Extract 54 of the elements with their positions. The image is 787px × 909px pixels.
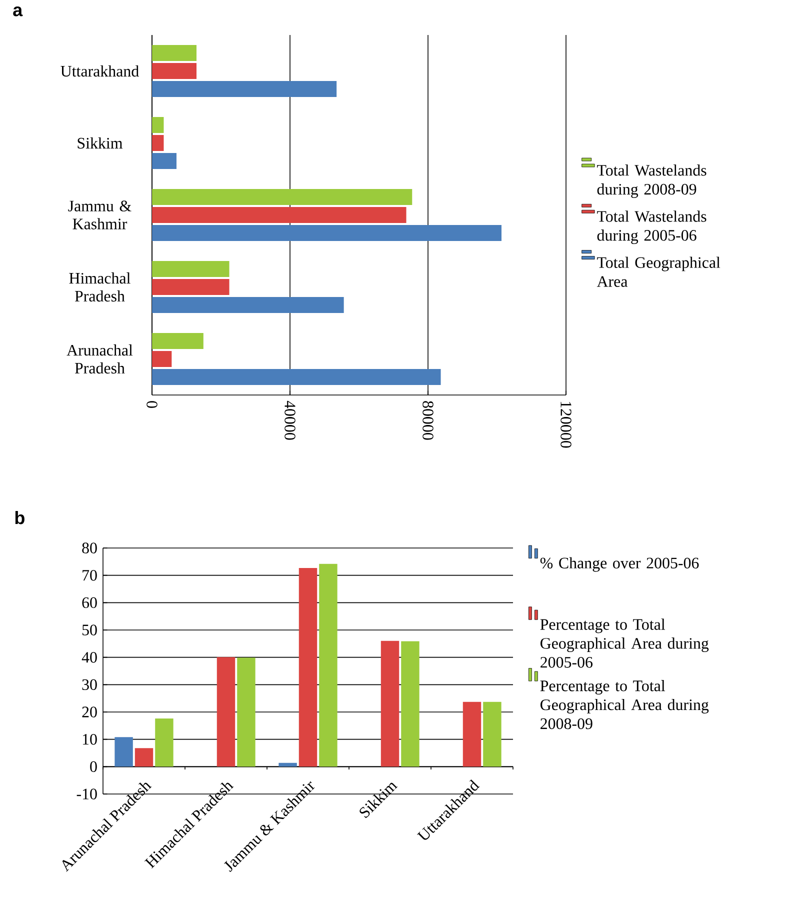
y-tick-label: Sikkim	[78, 137, 123, 149]
bar	[152, 80, 337, 97]
y-tick-label: Jammu & Kashmir	[68, 200, 132, 230]
bar	[152, 135, 164, 151]
legend-label: Percentage to Total Geographical Area during 2005-06	[540, 618, 709, 668]
bar	[152, 189, 412, 206]
y-tick-label: 70	[82, 570, 97, 581]
bar	[462, 702, 482, 767]
chart-title: a	[13, 6, 23, 16]
legend-label: Total Geographical Area	[596, 256, 720, 287]
bar	[152, 207, 406, 223]
bar	[380, 640, 400, 767]
bar	[152, 296, 344, 313]
y-tick-label: 30	[82, 679, 97, 690]
bar	[278, 762, 297, 767]
bar	[134, 748, 154, 767]
chart-title: b	[15, 511, 24, 524]
bar	[114, 737, 133, 767]
y-tick-label: 80	[82, 542, 97, 554]
y-tick-label: -10	[76, 788, 97, 800]
bar	[152, 333, 204, 350]
x-tick-label: 40000	[284, 400, 296, 440]
y-tick-label: 10	[82, 734, 97, 745]
y-tick-label: 60	[82, 597, 97, 608]
bar	[152, 368, 441, 385]
bar	[152, 351, 172, 367]
bar	[152, 63, 197, 79]
bar	[152, 152, 176, 169]
x-tick-label: 80000	[422, 401, 434, 440]
bar	[152, 261, 230, 278]
legend-label: Percentage to Total Geographical Area during 2008-09	[540, 680, 709, 730]
bar	[152, 117, 164, 134]
bar	[155, 718, 174, 767]
bar	[237, 658, 256, 767]
x-tick-label: 0	[146, 401, 158, 408]
bar	[216, 657, 236, 767]
bar	[483, 702, 502, 767]
bar	[152, 224, 502, 241]
bar	[298, 568, 318, 767]
y-tick-label: 20	[82, 706, 97, 718]
y-tick-label: Arunachal Pradesh	[66, 344, 133, 374]
legend-label: Total Wastelands during 2005-06	[597, 210, 706, 244]
bar	[319, 564, 338, 767]
bar	[152, 45, 197, 62]
legend-label: % Change over 2005-06	[540, 557, 699, 572]
y-tick-label: Uttarakhand	[60, 65, 139, 77]
legend-label: Total Wastelands during 2008-09	[597, 164, 706, 198]
y-tick-label: Himachal Pradesh	[69, 272, 130, 302]
y-tick-label: 0	[90, 761, 97, 772]
x-tick-label: 120000	[560, 402, 572, 448]
y-tick-label: 40	[82, 652, 97, 663]
y-tick-label: 50	[82, 624, 97, 636]
bar	[401, 641, 420, 767]
bar	[152, 279, 230, 295]
